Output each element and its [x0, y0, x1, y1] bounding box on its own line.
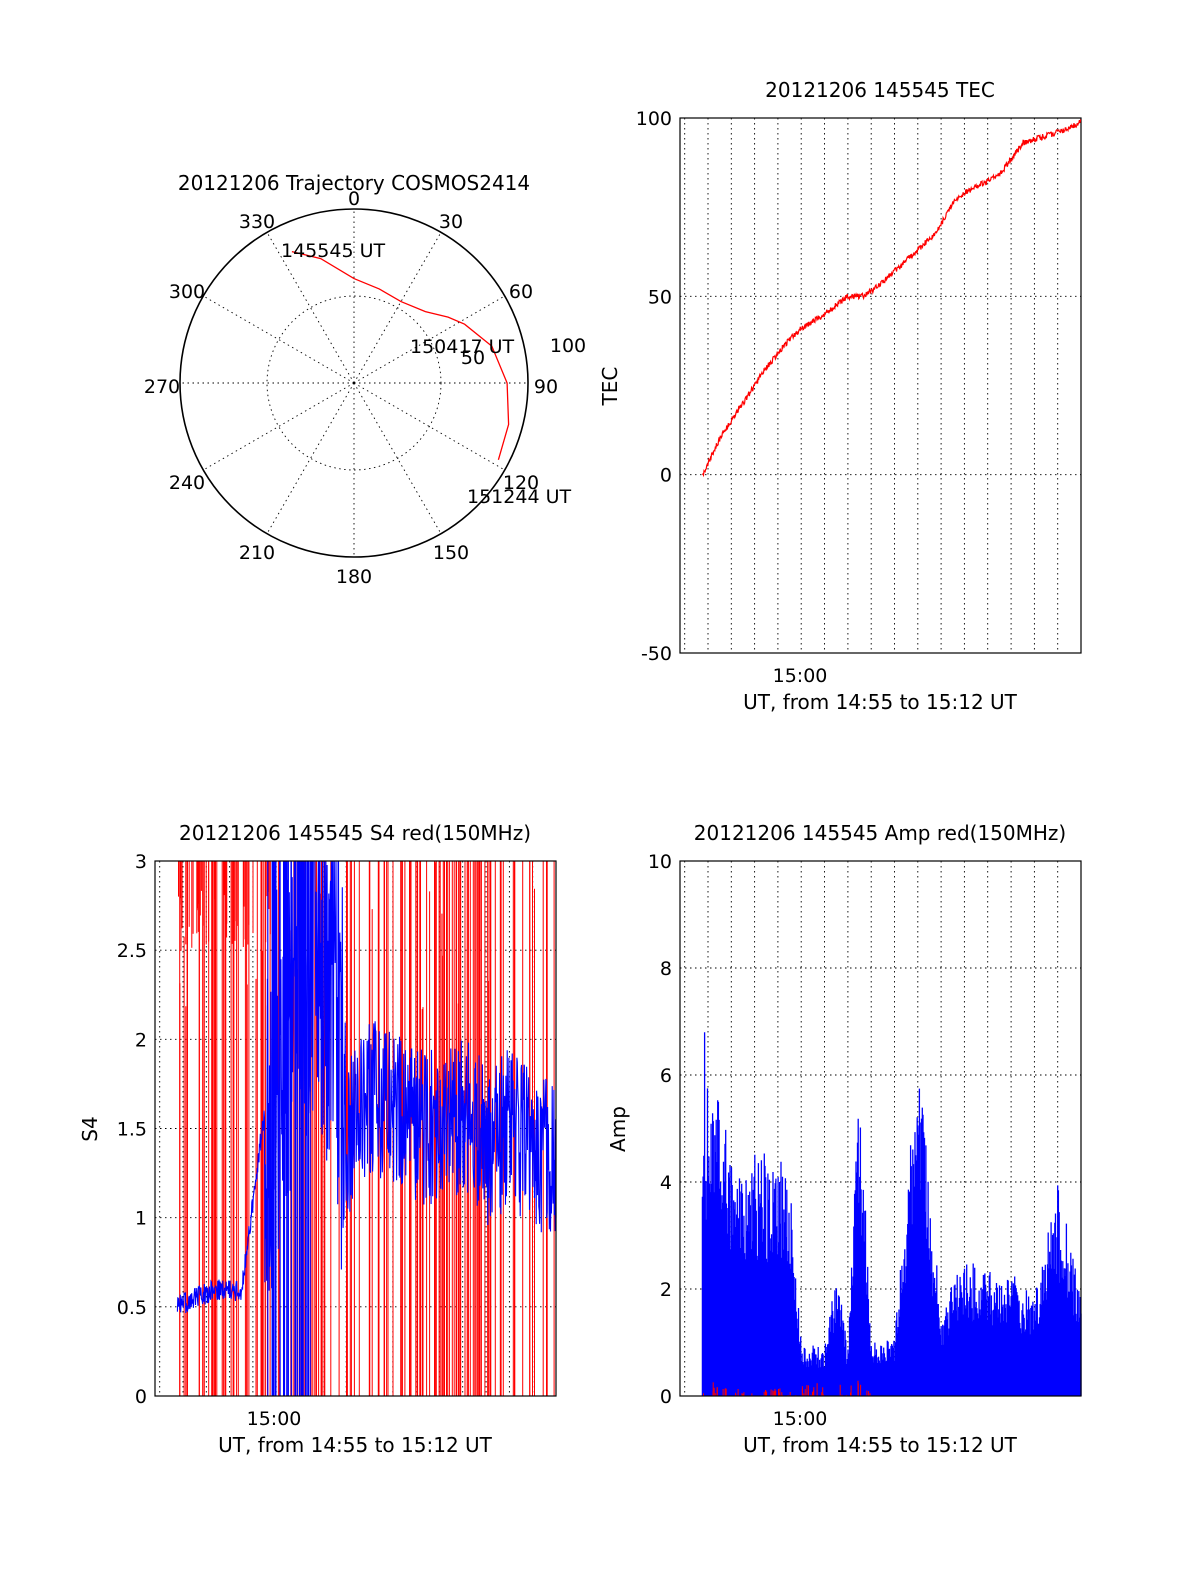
spoke-240 — [203, 382, 355, 471]
tec-y-ticks: -50 0 50 100 — [636, 108, 672, 665]
tec-x-tick-1500: 15:00 — [773, 665, 828, 687]
amp-y-tick-label: 2 — [660, 1279, 672, 1301]
amp-y-tick-label: 4 — [660, 1172, 672, 1194]
angle-label-60: 60 — [509, 281, 533, 303]
s4-x-tick-1500: 15:00 — [247, 1408, 302, 1430]
angle-label-180: 180 — [336, 566, 372, 588]
tec-x-axis-label: UT, from 14:55 to 15:12 UT — [743, 690, 1018, 714]
angle-label-240: 240 — [169, 472, 205, 494]
spoke-300 — [203, 295, 355, 384]
spoke-60 — [353, 295, 505, 384]
spoke-210 — [266, 382, 355, 534]
angle-label-90: 90 — [534, 376, 558, 398]
s4-y-tick-label: 0.5 — [117, 1297, 147, 1319]
tec-y-tick-label: 0 — [660, 465, 672, 487]
trajectory-series-line — [291, 250, 510, 460]
s4-y-ticks: 0 0.5 1 1.5 2 2.5 3 — [117, 851, 147, 1408]
angle-label-300: 300 — [169, 281, 205, 303]
s4-panel: 20121206 145545 S4 red(150MHz) 0 0.5 1 1.5 2… — [78, 821, 557, 1457]
amp-title: 20121206 145545 Amp red(150MHz) — [694, 821, 1066, 845]
angle-label-120: 120 — [503, 472, 539, 494]
s4-y-tick-label: 0 — [135, 1386, 147, 1408]
s4-blue-series-line — [176, 860, 557, 1314]
angle-label-150: 150 — [433, 542, 469, 564]
amp-blue-series — [701, 1032, 1082, 1396]
angle-label-330: 330 — [239, 211, 275, 233]
tec-y-tick-label: 50 — [648, 286, 672, 308]
angle-label-0: 0 — [348, 188, 360, 210]
s4-x-axis-label: UT, from 14:55 to 15:12 UT — [218, 1433, 493, 1457]
trajectory-angle-labels: 0 30 60 90 120 150 180 210 240 270 300 330 — [144, 188, 558, 588]
s4-y-tick-label: 3 — [135, 851, 147, 873]
amp-x-axis-label: UT, from 14:55 to 15:12 UT — [743, 1433, 1018, 1457]
tec-grid — [680, 118, 1081, 653]
spoke-120 — [353, 382, 505, 471]
amp-y-axis-label: Amp — [606, 1106, 630, 1152]
amp-panel: 20121206 145545 Amp red(150MHz) 0246810 … — [606, 821, 1082, 1457]
radius-label-100: 100 — [550, 335, 586, 357]
s4-y-tick-label: 2 — [135, 1029, 147, 1051]
trajectory-panel: 20121206 Trajectory COSMOS2414 0 30 60 90 12… — [144, 171, 586, 588]
trajectory-inner-circle — [266, 295, 442, 471]
amp-x-tick-1500: 15:00 — [773, 1408, 828, 1430]
amp-y-tick-label: 10 — [648, 851, 672, 873]
spoke-330 — [266, 232, 355, 384]
radius-label-50: 50 — [461, 347, 485, 369]
s4-plot-frame — [154, 860, 557, 1397]
s4-title: 20121206 145545 S4 red(150MHz) — [179, 821, 531, 845]
annotation-start-time: 145545 UT — [281, 240, 385, 262]
spoke-30 — [353, 232, 442, 384]
s4-y-tick-label: 1.5 — [117, 1119, 147, 1141]
amp-y-tick-label: 8 — [660, 958, 672, 980]
tec-y-tick-label: -50 — [641, 643, 672, 665]
spoke-150 — [353, 382, 442, 534]
trajectory-spokes — [180, 209, 528, 557]
amp-plot-frame — [679, 860, 1082, 1397]
s4-y-axis-label: S4 — [78, 1116, 102, 1141]
s4-y-tick-label: 2.5 — [117, 940, 147, 962]
trajectory-outer-circle — [179, 208, 529, 558]
tec-panel: 20121206 145545 TEC -50 0 50 100 15:00 UT, … — [598, 78, 1082, 714]
amp-y-tick-label: 0 — [660, 1386, 672, 1408]
tec-plot-frame — [679, 117, 1082, 654]
trajectory-title: 20121206 Trajectory COSMOS2414 — [178, 171, 530, 195]
amp-y-tick-label: 6 — [660, 1065, 672, 1087]
tec-title: 20121206 145545 TEC — [765, 78, 995, 102]
amp-red-series — [703, 1380, 871, 1396]
angle-label-30: 30 — [439, 211, 463, 233]
annotation-end-time: 151244 UT — [467, 486, 571, 508]
angle-label-210: 210 — [239, 542, 275, 564]
s4-y-tick-label: 1 — [135, 1208, 147, 1230]
annotation-mid-time: 150417 UT — [410, 336, 514, 358]
angle-label-270: 270 — [144, 376, 180, 398]
amp-y-ticks: 0 2 4 6 8 10 — [648, 851, 672, 1408]
tec-series-line — [701, 119, 1082, 478]
tec-y-axis-label: TEC — [598, 367, 622, 407]
tec-y-tick-label: 100 — [636, 108, 672, 130]
